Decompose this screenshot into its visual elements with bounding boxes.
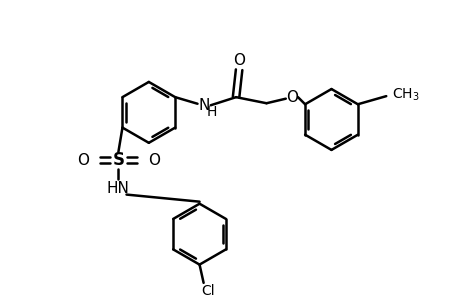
- Text: HN: HN: [107, 181, 129, 196]
- Text: S: S: [112, 151, 124, 169]
- Text: O: O: [285, 90, 297, 105]
- Text: N: N: [198, 98, 210, 113]
- Text: H: H: [206, 105, 217, 119]
- Text: CH$_3$: CH$_3$: [392, 87, 419, 103]
- Text: O: O: [148, 153, 160, 168]
- Text: Cl: Cl: [201, 284, 214, 298]
- Text: O: O: [77, 153, 89, 168]
- Text: O: O: [233, 53, 245, 68]
